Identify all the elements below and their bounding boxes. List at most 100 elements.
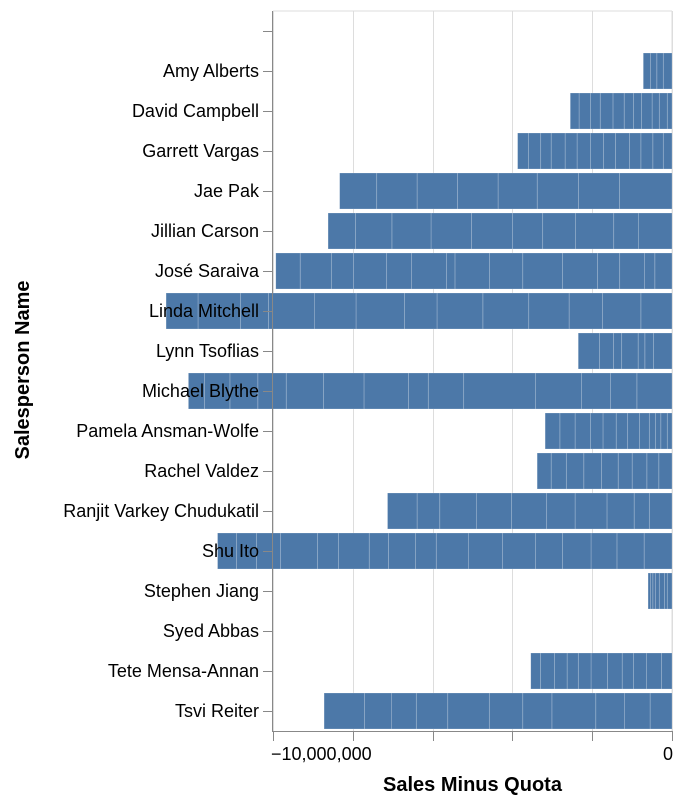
bar-segment — [268, 292, 315, 330]
bar-segment — [602, 412, 617, 450]
y-tick-label: Rachel Valdez — [144, 461, 259, 481]
bar-segment — [606, 492, 635, 530]
y-tick-label: Amy Alberts — [163, 61, 259, 81]
bar-segment — [666, 92, 673, 130]
bar-segment — [386, 252, 412, 290]
y-tick-label: Tsvi Reiter — [175, 701, 259, 721]
bar-segment — [590, 92, 601, 130]
bar-segment — [280, 532, 318, 570]
bar-segment — [355, 292, 405, 330]
y-tick-label: Lynn Tsoflias — [156, 341, 259, 361]
y-tick-label: Shu Ito — [202, 541, 259, 561]
bar-segment — [648, 412, 656, 450]
bar-segment — [415, 692, 449, 730]
y-tick-label: Stephen Jiang — [144, 581, 259, 601]
bar-segment — [640, 292, 673, 330]
bar-segment — [581, 372, 611, 410]
bar-segment — [536, 172, 579, 210]
bar-segment — [652, 572, 656, 610]
bar-segment — [666, 412, 673, 450]
bar-segment — [275, 252, 301, 290]
bar-segment — [574, 492, 608, 530]
bar-segment — [463, 372, 536, 410]
bar-segment — [583, 452, 602, 490]
bar-segment — [522, 692, 553, 730]
bar-segment — [517, 132, 529, 170]
bar-segment — [590, 132, 604, 170]
bar-segment — [559, 412, 576, 450]
x-tick-label: −10,000,000 — [271, 744, 372, 764]
bar-segment — [285, 372, 324, 410]
bar-segment — [654, 252, 673, 290]
bar-segment — [661, 652, 673, 690]
bar-segment — [554, 652, 568, 690]
bar-segment — [638, 212, 673, 250]
bar-segment — [546, 492, 576, 530]
bar-segment — [562, 532, 592, 570]
bar-segment — [299, 252, 332, 290]
bar-segment — [595, 692, 625, 730]
bar-segment — [644, 332, 654, 370]
bar-segment — [629, 132, 642, 170]
bar-segment — [408, 372, 429, 410]
bar-segment — [658, 92, 668, 130]
bar-segment — [411, 252, 447, 290]
y-tick-label: Linda Mitchell — [149, 301, 259, 321]
bar-segment — [435, 532, 469, 570]
bar-segment — [644, 252, 656, 290]
bar-segment — [624, 692, 651, 730]
bar-segment — [368, 532, 389, 570]
bar-segment — [597, 252, 621, 290]
bar-segment — [577, 332, 600, 370]
bar-segment — [391, 692, 417, 730]
bar-segment — [566, 652, 579, 690]
bar-segment — [612, 92, 625, 130]
bar-segment — [568, 292, 603, 330]
bar-segment — [353, 252, 388, 290]
bar-segment — [363, 372, 409, 410]
bar-segment — [649, 692, 673, 730]
bar-segment — [590, 652, 608, 690]
bar-segment — [653, 332, 673, 370]
bar-segment — [627, 412, 640, 450]
bar-segment — [569, 92, 580, 130]
bar-segment — [489, 252, 524, 290]
bar-segment — [540, 652, 555, 690]
bar-segment — [447, 692, 490, 730]
bar-segment — [651, 92, 660, 130]
bar-segment — [388, 532, 416, 570]
bar-segment — [639, 412, 650, 450]
bar-segment — [662, 132, 673, 170]
bar-segment — [633, 492, 650, 530]
bar-segment — [656, 52, 664, 90]
y-axis-title: Salesperson Name — [12, 281, 34, 460]
bar-segment — [416, 492, 441, 530]
gridlines — [273, 10, 673, 731]
bar-segment — [323, 692, 365, 730]
bar-segment — [631, 452, 648, 490]
bar-segment — [646, 452, 660, 490]
y-tick-label: David Campbell — [132, 101, 259, 121]
bar-segment — [229, 372, 259, 410]
bar-segment — [446, 252, 456, 290]
bar-segment — [530, 652, 541, 690]
bar-segment — [590, 412, 604, 450]
bar-segment — [528, 132, 542, 170]
bar-segment — [654, 572, 660, 610]
bar-segment — [542, 212, 576, 250]
bar-segment — [550, 132, 566, 170]
bar-segment — [564, 132, 578, 170]
bar-segment — [338, 532, 370, 570]
bar-segment — [471, 212, 513, 250]
bar-segment — [621, 652, 634, 690]
bar-segment — [574, 412, 591, 450]
bar-segment — [317, 532, 339, 570]
bar-segment — [550, 452, 567, 490]
y-tick-label: Ranjit Varkey Chudukatil — [63, 501, 259, 521]
bar-segment — [662, 52, 673, 90]
bar-segment — [540, 132, 552, 170]
bar-segment — [664, 572, 668, 610]
bar-segment — [565, 452, 585, 490]
bar-segment — [650, 572, 654, 610]
y-tick-label: José Saraiva — [155, 261, 260, 281]
